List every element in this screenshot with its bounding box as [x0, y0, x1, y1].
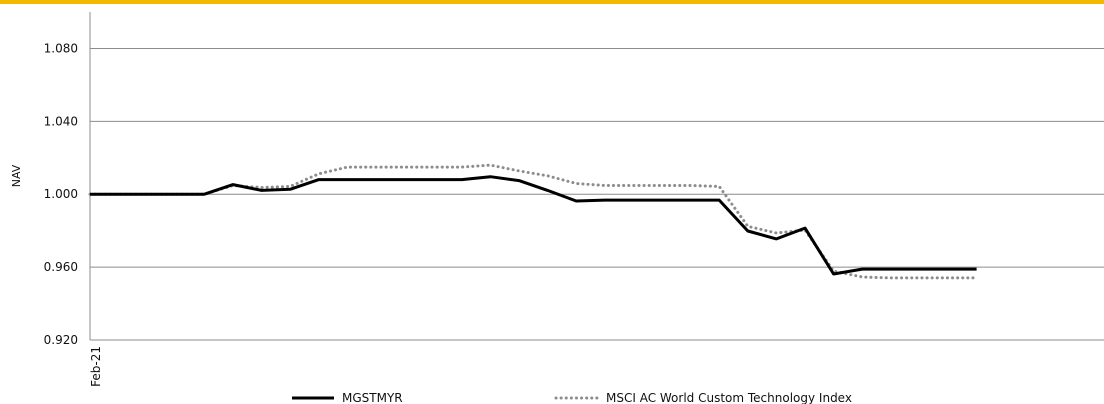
x-tick-labels: Feb-21 — [89, 346, 103, 387]
axes — [89, 12, 1104, 341]
y-tick-label: 1.000 — [44, 187, 78, 201]
series-line-msci-index — [88, 163, 979, 280]
legend-label-msci-index: MSCI AC World Custom Technology Index — [606, 391, 852, 404]
grid-lines — [90, 47, 1104, 268]
legend-label-mgstmyr: MGSTMYR — [342, 391, 403, 404]
y-axis-title: NAV — [10, 164, 23, 187]
y-tick-label: 0.920 — [44, 333, 78, 347]
y-tick-label: 1.080 — [44, 41, 78, 55]
x-tick-label: Feb-21 — [89, 346, 103, 387]
y-tick-label: 1.040 — [44, 114, 78, 128]
legend-item-msci-index: MSCI AC World Custom Technology Index — [554, 391, 852, 404]
y-tick-label: 0.960 — [44, 260, 78, 274]
legend-item-mgstmyr: MGSTMYR — [292, 391, 403, 404]
series-lines — [88, 163, 979, 280]
legend: MGSTMYR MSCI AC World Custom Technology … — [292, 391, 852, 404]
accent-top-bar — [0, 0, 1104, 4]
y-tick-labels: 0.920 0.960 1.000 1.040 1.080 — [44, 41, 78, 347]
series-line-mgstmyr — [90, 175, 977, 276]
